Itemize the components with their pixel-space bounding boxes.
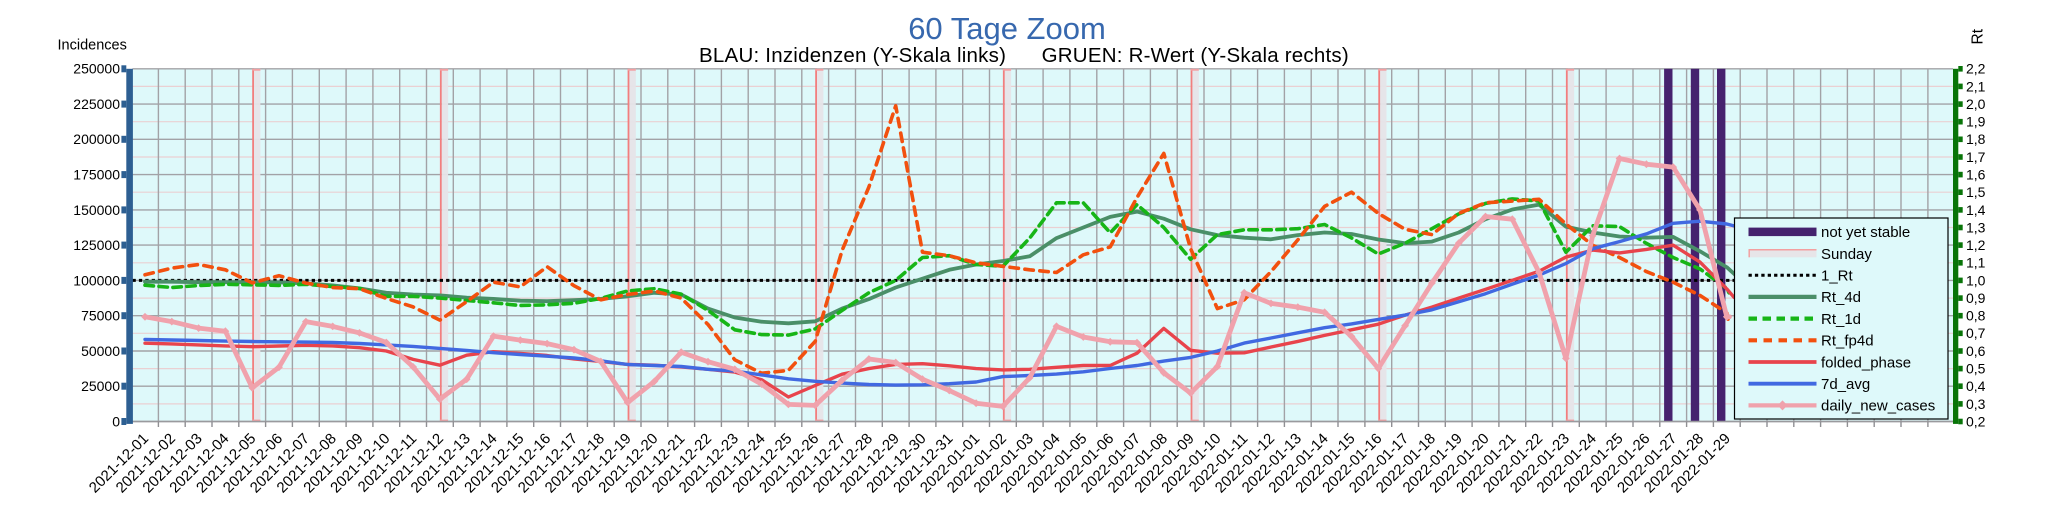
svg-text:1,4: 1,4 [1966,202,1986,218]
svg-text:1,8: 1,8 [1966,131,1986,147]
svg-text:0,6: 0,6 [1966,343,1986,359]
svg-text:1,7: 1,7 [1966,149,1986,165]
svg-text:200000: 200000 [73,131,120,147]
svg-text:2,0: 2,0 [1966,96,1986,112]
svg-text:0: 0 [112,413,120,429]
svg-text:2,1: 2,1 [1966,78,1986,94]
svg-text:1,5: 1,5 [1966,184,1986,200]
svg-text:0,8: 0,8 [1966,308,1986,324]
svg-text:1,9: 1,9 [1966,114,1986,130]
svg-text:Sunday: Sunday [1821,246,1872,263]
svg-text:1,3: 1,3 [1966,219,1986,235]
svg-text:folded_phase: folded_phase [1821,354,1911,371]
svg-text:2,2: 2,2 [1966,61,1986,77]
svg-text:150000: 150000 [73,202,120,218]
svg-text:0,9: 0,9 [1966,290,1986,306]
svg-text:50000: 50000 [81,343,120,359]
svg-text:0,3: 0,3 [1966,396,1986,412]
svg-text:Rt_4d: Rt_4d [1821,289,1861,306]
svg-text:250000: 250000 [73,61,120,77]
svg-text:1,1: 1,1 [1966,255,1986,271]
svg-text:1,6: 1,6 [1966,167,1986,183]
svg-text:Incidences: Incidences [58,38,127,54]
svg-text:Rt_1d: Rt_1d [1821,311,1861,328]
svg-text:0,7: 0,7 [1966,325,1986,341]
svg-text:0,4: 0,4 [1966,378,1986,394]
svg-text:125000: 125000 [73,237,120,253]
svg-text:0,2: 0,2 [1966,413,1986,429]
svg-text:175000: 175000 [73,167,120,183]
svg-text:Rt_fp4d: Rt_fp4d [1821,333,1874,350]
svg-text:25000: 25000 [81,378,120,394]
svg-text:not yet stable: not yet stable [1821,224,1910,241]
svg-text:225000: 225000 [73,96,120,112]
svg-text:daily_new_cases: daily_new_cases [1821,398,1935,415]
svg-text:1_Rt: 1_Rt [1821,268,1854,285]
svg-text:BLAU: Inzidenzen (Y-Skala link: BLAU: Inzidenzen (Y-Skala links) GRUEN: … [699,44,1349,67]
svg-text:1,0: 1,0 [1966,272,1986,288]
svg-text:1,2: 1,2 [1966,237,1986,253]
svg-text:0,5: 0,5 [1966,361,1986,377]
svg-text:Rt: Rt [1970,28,1987,44]
svg-text:7d_avg: 7d_avg [1821,376,1870,393]
svg-text:75000: 75000 [81,308,120,324]
svg-text:100000: 100000 [73,272,120,288]
svg-text:60 Tage Zoom: 60 Tage Zoom [908,11,1106,46]
